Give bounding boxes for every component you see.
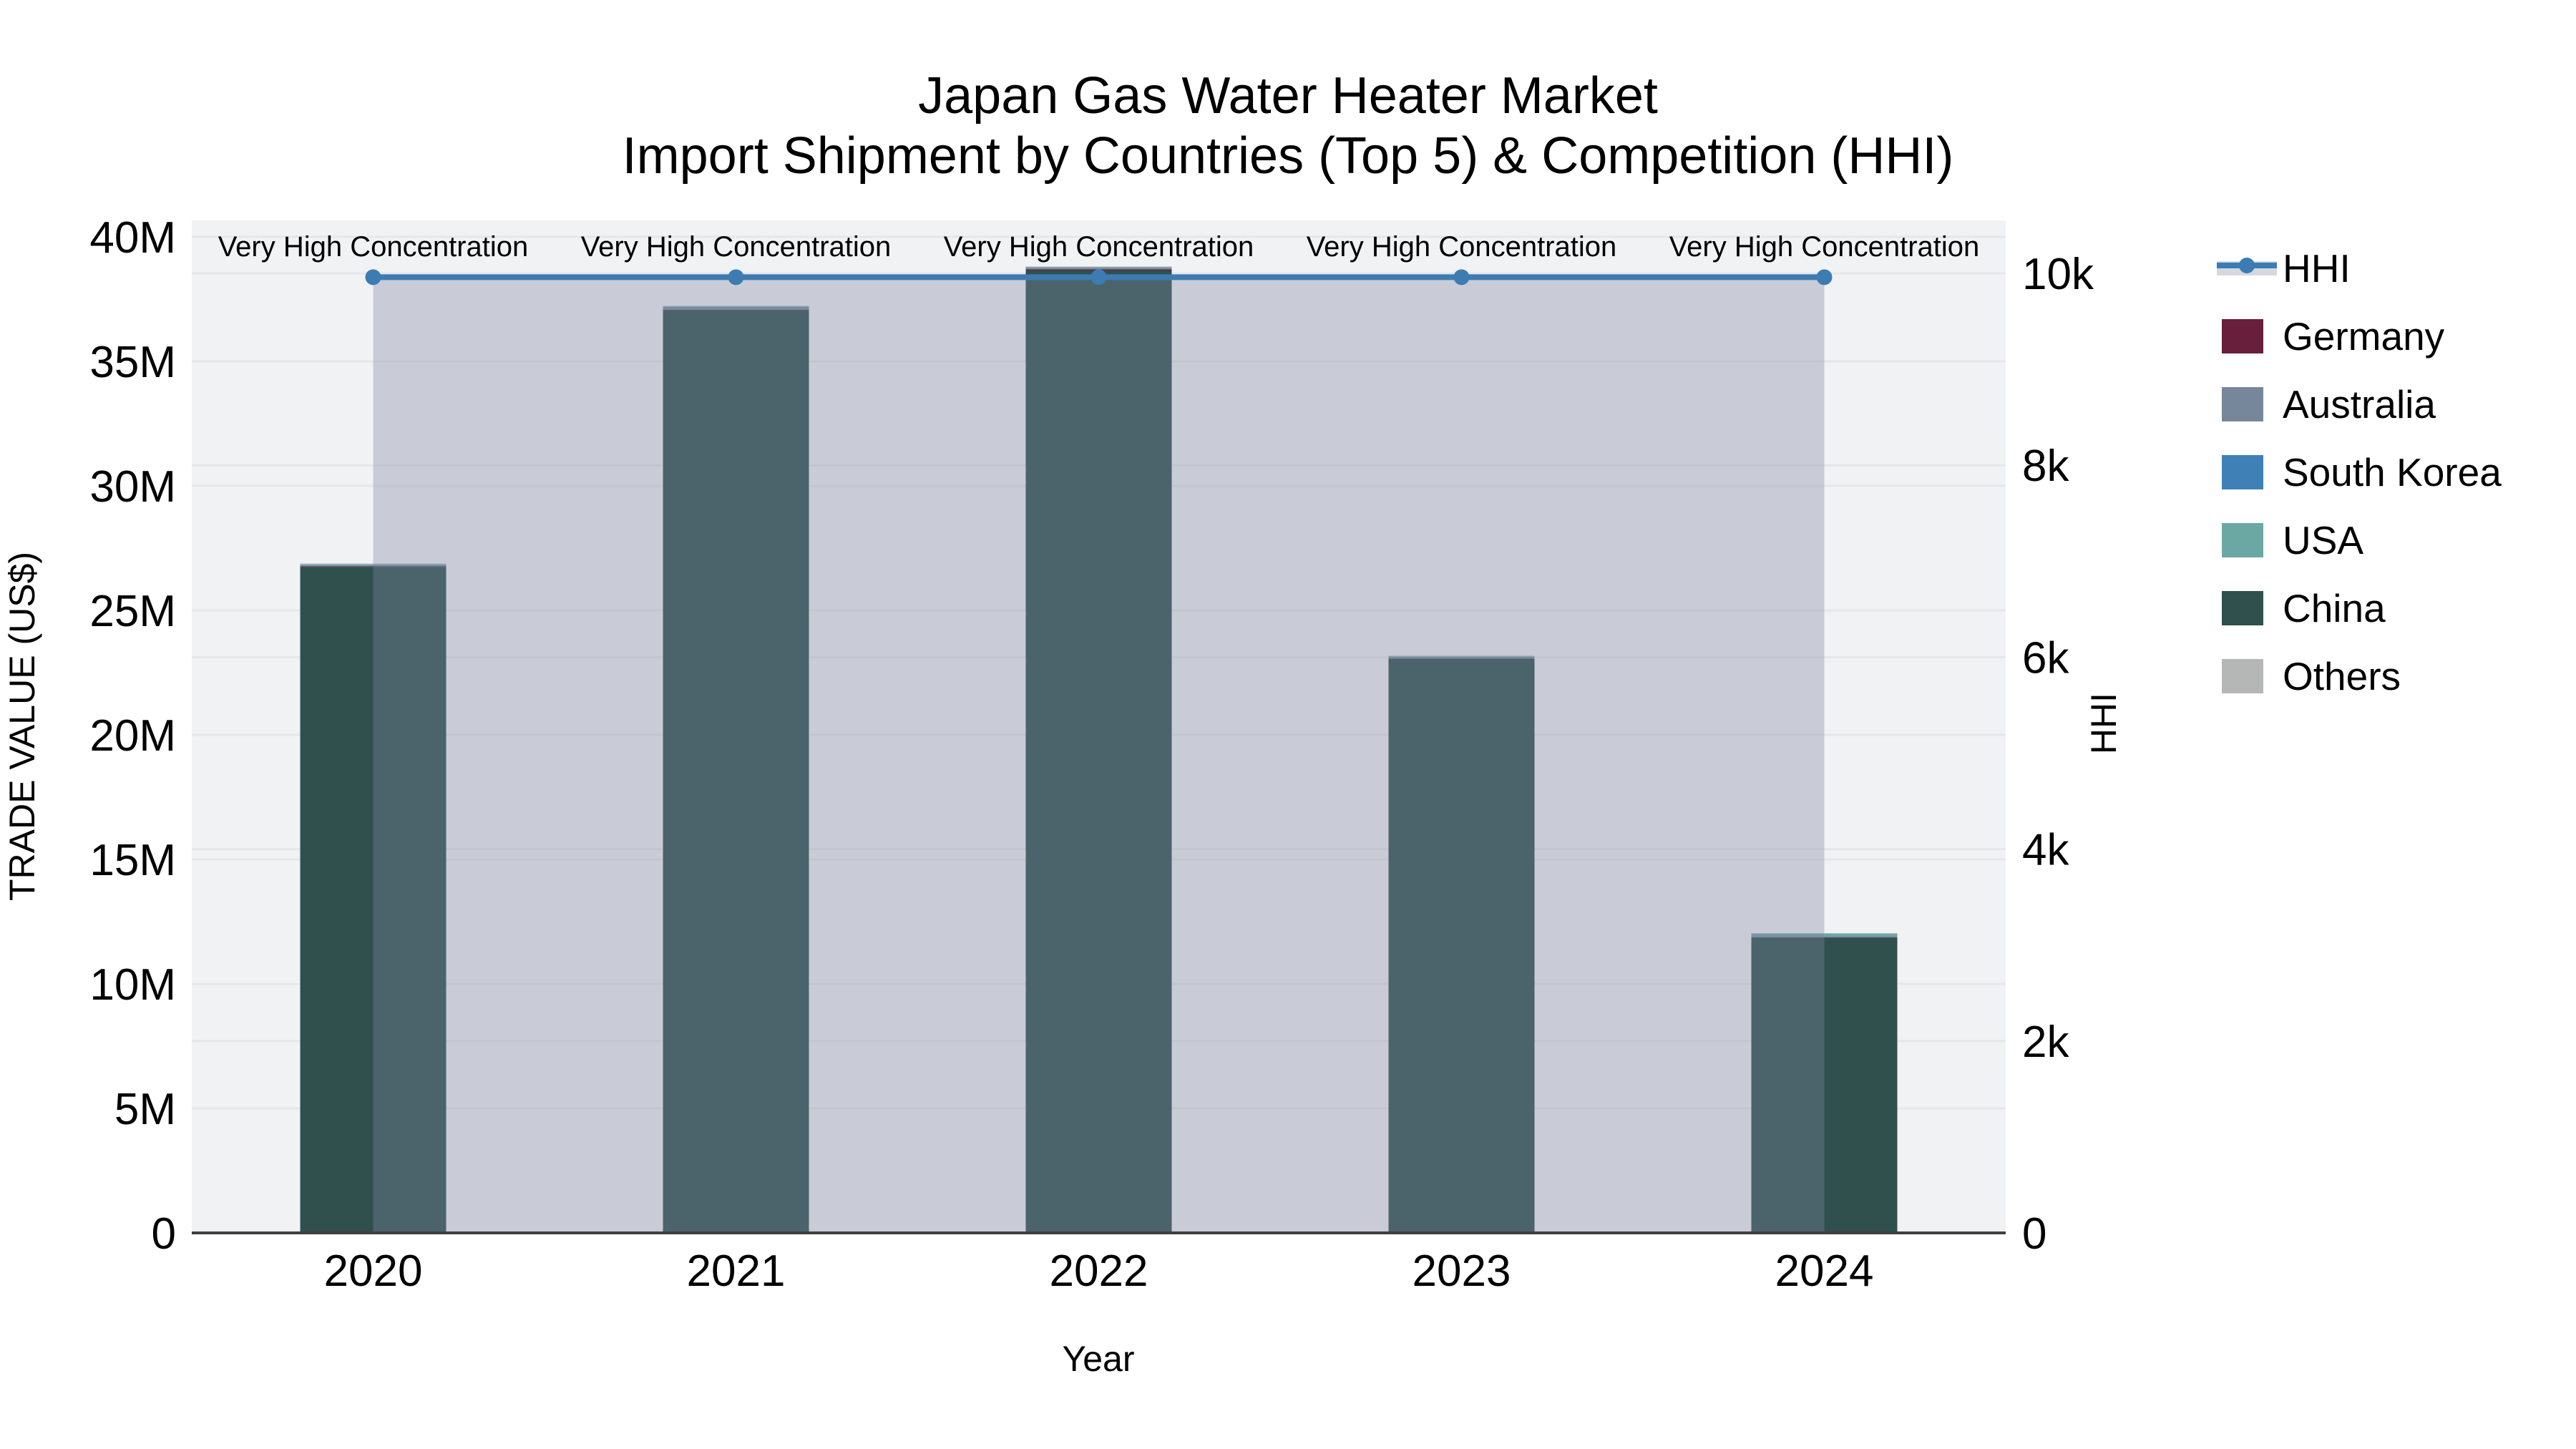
x-tick-2021: 2021 <box>687 1246 786 1296</box>
hhi-marker-2021[interactable] <box>728 269 744 286</box>
hhi-marker-2024[interactable] <box>1816 269 1833 286</box>
legend-item-hhi[interactable]: HHI <box>2217 246 2351 291</box>
bar-segment-china-2021[interactable] <box>663 310 809 1233</box>
chart-title: Japan Gas Water Heater Market <box>918 67 1658 125</box>
bar-segment-china-2022[interactable] <box>1025 270 1172 1234</box>
legend-swatch-china-icon <box>2222 591 2263 625</box>
y-right-tick-10k: 10k <box>2022 250 2094 299</box>
legend-item-usa[interactable]: USA <box>2222 518 2363 562</box>
hhi-marker-2020[interactable] <box>365 269 381 286</box>
legend-swatch-usa-icon <box>2222 523 2263 557</box>
legend-item-australia[interactable]: Australia <box>2222 382 2436 426</box>
legend-label-south-korea: South Korea <box>2283 450 2502 494</box>
legend-swatch-germany-icon <box>2222 319 2263 353</box>
legend-label-usa: USA <box>2283 518 2363 562</box>
bar-segment-usa-2021[interactable] <box>663 306 809 308</box>
tick-labels-layer: 0 5M 10M 15M 20M 25M 30M 35M 40M 0 2k 4k 6k 8k 10k 2020… <box>89 213 2094 1296</box>
bar-segment-south-korea-2021[interactable] <box>663 307 809 308</box>
bar-segment-germany-2023[interactable] <box>1388 658 1535 659</box>
x-tick-2023: 2023 <box>1413 1246 1511 1296</box>
legend-item-china[interactable]: China <box>2222 586 2386 630</box>
bar-segment-usa-2022[interactable] <box>1025 267 1172 268</box>
y-left-tick-0: 0 <box>152 1209 176 1259</box>
hhi-band-layer <box>373 277 1825 1233</box>
bar-segment-others-2022[interactable] <box>1025 266 1172 268</box>
x-axis-title: Year <box>1062 1339 1134 1379</box>
y-right-tick-4k: 4k <box>2022 826 2069 875</box>
annotation-2024: Very High Concentration <box>1669 231 1980 263</box>
bar-segment-australia-2020[interactable] <box>300 565 447 567</box>
bars-layer <box>300 266 1898 1234</box>
y-right-tick-2k: 2k <box>2022 1018 2069 1067</box>
legend-item-south-korea[interactable]: South Korea <box>2222 450 2502 494</box>
hhi-marker-2023[interactable] <box>1453 269 1470 286</box>
legend-label-germany: Germany <box>2283 314 2445 358</box>
bar-segment-germany-2024[interactable] <box>1751 937 1898 938</box>
legend-swatch-south-korea-icon <box>2222 455 2263 489</box>
y-axis-title-right: HHI <box>2084 693 2124 754</box>
hhi-fill-band <box>373 277 1825 1233</box>
chart-subtitle: Import Shipment by Countries (Top 5) & C… <box>623 127 1954 185</box>
y-left-tick-5M: 5M <box>114 1085 176 1134</box>
legend-label-others: Others <box>2283 654 2401 698</box>
bar-segment-germany-2021[interactable] <box>663 309 809 311</box>
legend-hhi-marker-icon <box>2239 258 2255 273</box>
bar-segment-others-2020[interactable] <box>300 563 447 565</box>
y-right-tick-0: 0 <box>2022 1209 2046 1259</box>
y-left-tick-35M: 35M <box>89 338 176 387</box>
bar-segment-australia-2021[interactable] <box>663 308 809 310</box>
y-left-tick-30M: 30M <box>89 462 176 512</box>
bar-segment-others-2024[interactable] <box>1751 933 1898 935</box>
bar-segment-others-2023[interactable] <box>1388 655 1535 657</box>
bar-segment-china-2020[interactable] <box>300 567 447 1233</box>
y-right-tick-8k: 8k <box>2022 441 2069 491</box>
legend-swatch-others-icon <box>2222 659 2263 693</box>
y-left-tick-20M: 20M <box>89 711 176 761</box>
bar-segment-china-2024[interactable] <box>1751 937 1898 1233</box>
x-tick-2020: 2020 <box>324 1246 423 1296</box>
bar-segment-usa-2023[interactable] <box>1388 656 1535 658</box>
x-tick-2024: 2024 <box>1775 1246 1874 1296</box>
legend-swatch-australia-icon <box>2222 387 2263 421</box>
annotation-2021: Very High Concentration <box>581 231 892 263</box>
legend-item-germany[interactable]: Germany <box>2222 314 2445 358</box>
y-left-tick-15M: 15M <box>89 836 176 885</box>
bar-segment-south-korea-2022[interactable] <box>1025 268 1172 269</box>
bar-segment-australia-2022[interactable] <box>1025 268 1172 270</box>
hhi-line-layer <box>365 269 1833 286</box>
x-tick-2022: 2022 <box>1050 1246 1148 1296</box>
bar-segment-china-2023[interactable] <box>1388 658 1535 1233</box>
legend-label-australia: Australia <box>2283 382 2436 426</box>
bar-segment-south-korea-2023[interactable] <box>1388 657 1535 658</box>
legend-item-others[interactable]: Others <box>2222 654 2401 698</box>
y-left-tick-40M: 40M <box>89 213 176 263</box>
hhi-marker-2022[interactable] <box>1091 269 1107 286</box>
bar-segment-south-korea-2020[interactable] <box>300 565 447 566</box>
bar-segment-germany-2020[interactable] <box>300 566 447 567</box>
legend-label-china: China <box>2283 586 2386 630</box>
y-left-tick-25M: 25M <box>89 587 176 636</box>
annotation-2023: Very High Concentration <box>1307 231 1617 263</box>
annotation-2022: Very High Concentration <box>944 231 1254 263</box>
legend-label-hhi: HHI <box>2283 246 2351 291</box>
bar-segment-usa-2024[interactable] <box>1751 934 1898 937</box>
annotation-2020: Very High Concentration <box>218 231 529 263</box>
legend: HHI Germany Australia South Korea USA China Ot… <box>2217 246 2502 698</box>
y-axis-title-left: TRADE VALUE (US$) <box>2 552 42 901</box>
annotations-layer: Very High Concentration Very High Concent… <box>218 231 1980 263</box>
y-right-tick-6k: 6k <box>2022 633 2069 683</box>
y-left-tick-10M: 10M <box>89 960 176 1010</box>
